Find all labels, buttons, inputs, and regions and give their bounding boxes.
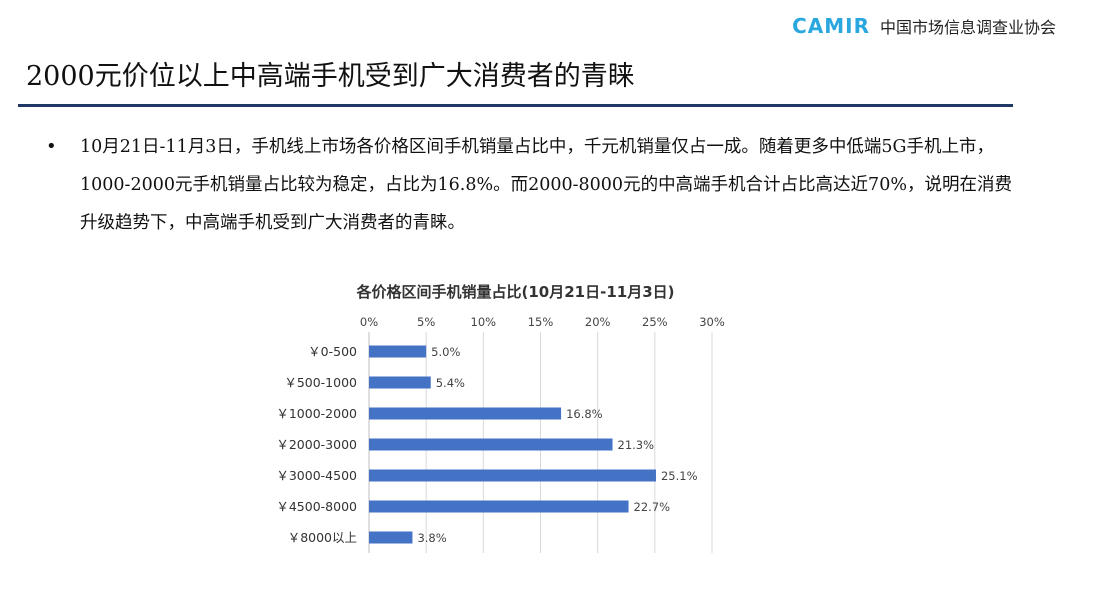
bar [369, 500, 629, 513]
x-tick-label: 20% [585, 315, 611, 329]
data-label: 3.8% [417, 531, 446, 545]
category-label: ￥1000-2000 [276, 406, 357, 421]
bullet-paragraph: • 10月21日-11月3日，手机线上市场各价格区间手机销量占比中，千元机销量仅… [46, 128, 1016, 242]
bar [369, 438, 613, 451]
price-share-bar-chart: 各价格区间手机销量占比(10月21日-11月3日) 0% 5% 10% 15% 20% 25… [276, 283, 725, 553]
data-label: 21.3% [618, 438, 655, 452]
category-label: ￥0-500 [308, 344, 357, 359]
bar [369, 376, 431, 389]
bar [369, 469, 656, 482]
category-label: ￥8000以上 [288, 530, 357, 545]
logo-name: 中国市场信息调查业协会 [879, 18, 1056, 37]
bar [369, 531, 413, 544]
category-label: ￥3000-4500 [276, 468, 357, 483]
logo-mark: CAMIR [792, 14, 870, 38]
title-divider [18, 104, 1013, 107]
x-tick-label: 15% [528, 315, 554, 329]
category-label: ￥500-1000 [284, 375, 357, 390]
bar [369, 407, 562, 420]
category-label: ￥2000-3000 [276, 437, 357, 452]
data-label: 5.4% [436, 376, 465, 390]
category-label: ￥4500-8000 [276, 499, 357, 514]
chart-title: 各价格区间手机销量占比(10月21日-11月3日) [356, 283, 675, 301]
data-label: 25.1% [661, 469, 698, 483]
bullet-dot-icon: • [46, 136, 57, 157]
x-tick-label: 30% [699, 315, 725, 329]
x-tick-label: 0% [360, 315, 378, 329]
data-label: 5.0% [431, 345, 460, 359]
bullet-text: 10月21日-11月3日，手机线上市场各价格区间手机销量占比中，千元机销量仅占一… [80, 137, 1012, 233]
x-tick-label: 10% [471, 315, 497, 329]
x-tick-label: 25% [642, 315, 668, 329]
data-label: 16.8% [566, 407, 603, 421]
camir-logo: CAMIR 中国市场信息调查业协会 [792, 14, 1056, 38]
data-label: 22.7% [634, 500, 671, 514]
page-title: 2000元价位以上中高端手机受到广大消费者的青睐 [26, 61, 635, 92]
x-tick-label: 5% [417, 315, 435, 329]
bar [369, 345, 427, 358]
